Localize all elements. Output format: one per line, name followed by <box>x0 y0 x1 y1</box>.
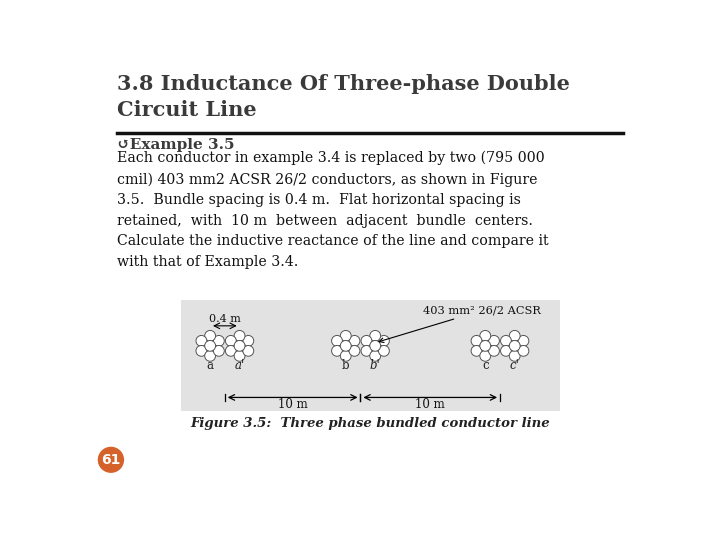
Circle shape <box>243 335 253 346</box>
Text: ↺Example 3.5: ↺Example 3.5 <box>117 138 235 152</box>
Circle shape <box>332 335 343 346</box>
Circle shape <box>196 335 207 346</box>
Circle shape <box>234 350 245 361</box>
Circle shape <box>509 330 520 341</box>
Circle shape <box>379 335 390 346</box>
Circle shape <box>471 346 482 356</box>
Text: Figure 3.5:  Three phase bundled conductor line: Figure 3.5: Three phase bundled conducto… <box>191 417 550 430</box>
Circle shape <box>341 340 351 351</box>
Text: b': b' <box>370 359 381 372</box>
Circle shape <box>379 346 390 356</box>
FancyBboxPatch shape <box>181 300 559 411</box>
Text: 61: 61 <box>102 453 121 467</box>
Text: c': c' <box>510 359 520 372</box>
Circle shape <box>234 330 245 341</box>
Circle shape <box>225 346 236 356</box>
Text: 403 mm² 26/2 ACSR: 403 mm² 26/2 ACSR <box>379 306 541 342</box>
FancyBboxPatch shape <box>86 60 652 485</box>
Circle shape <box>361 346 372 356</box>
Circle shape <box>332 346 343 356</box>
Circle shape <box>213 335 224 346</box>
Circle shape <box>370 330 381 341</box>
Circle shape <box>225 335 236 346</box>
Text: a': a' <box>235 359 245 372</box>
Circle shape <box>518 346 529 356</box>
Text: 10 m: 10 m <box>278 398 307 411</box>
Circle shape <box>204 350 215 361</box>
Circle shape <box>480 330 490 341</box>
Circle shape <box>509 350 520 361</box>
Circle shape <box>370 350 381 361</box>
Text: b: b <box>342 359 350 372</box>
Text: 3.8 Inductance Of Three-phase Double
Circuit Line: 3.8 Inductance Of Three-phase Double Cir… <box>117 74 570 120</box>
Circle shape <box>489 335 500 346</box>
Circle shape <box>341 350 351 361</box>
Text: c: c <box>482 359 489 372</box>
Circle shape <box>471 335 482 346</box>
Circle shape <box>349 335 360 346</box>
Circle shape <box>500 335 511 346</box>
Text: Each conductor in example 3.4 is replaced by two (795 000
cmil) 403 mm2 ACSR 26/: Each conductor in example 3.4 is replace… <box>117 151 549 269</box>
Circle shape <box>518 335 529 346</box>
Circle shape <box>361 335 372 346</box>
Circle shape <box>370 340 381 351</box>
Circle shape <box>196 346 207 356</box>
Circle shape <box>213 346 224 356</box>
Circle shape <box>480 350 490 361</box>
Circle shape <box>341 330 351 341</box>
Circle shape <box>204 340 215 351</box>
Text: a: a <box>207 359 214 372</box>
Circle shape <box>489 346 500 356</box>
Text: 0.4 m: 0.4 m <box>209 314 240 323</box>
Circle shape <box>98 447 124 473</box>
Circle shape <box>204 330 215 341</box>
Circle shape <box>243 346 253 356</box>
Text: 10 m: 10 m <box>415 398 445 411</box>
Circle shape <box>509 340 520 351</box>
Circle shape <box>234 340 245 351</box>
Circle shape <box>349 346 360 356</box>
Circle shape <box>480 340 490 351</box>
Circle shape <box>500 346 511 356</box>
